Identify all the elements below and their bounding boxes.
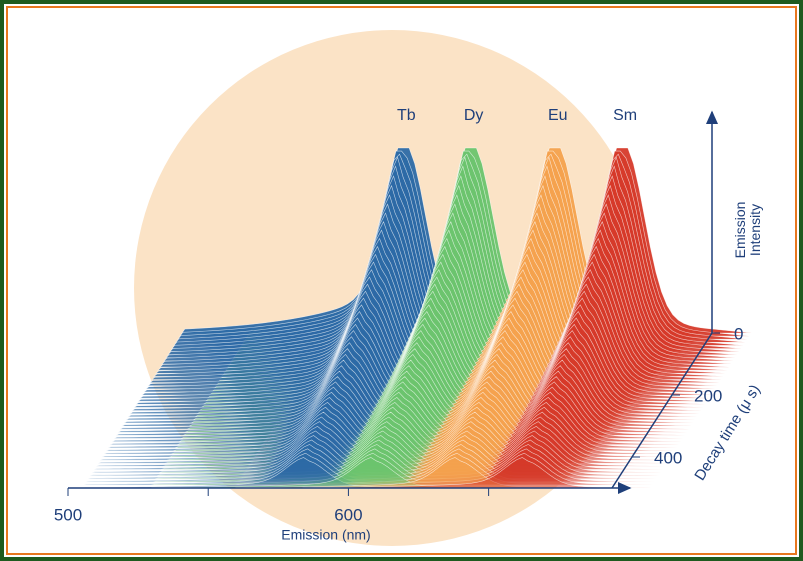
z-axis xyxy=(611,332,713,489)
z-tick-label: 0 xyxy=(734,324,743,343)
x-axis-label: Emission (nm) xyxy=(281,527,370,543)
x-tick-label: 500 xyxy=(54,505,82,524)
x-tick-label: 600 xyxy=(334,505,362,524)
z-tick-label: 400 xyxy=(654,448,682,467)
series-label: Eu xyxy=(548,107,568,124)
z-tick-label: 200 xyxy=(694,386,722,405)
plot-area xyxy=(81,147,752,489)
y-axis-label: EmissionIntensity xyxy=(732,202,763,259)
series-label: Dy xyxy=(464,107,484,124)
spectrum-slice xyxy=(300,457,652,489)
inner-frame xyxy=(6,6,797,555)
series-label: Sm xyxy=(613,107,637,124)
series-label: Tb xyxy=(397,107,416,124)
